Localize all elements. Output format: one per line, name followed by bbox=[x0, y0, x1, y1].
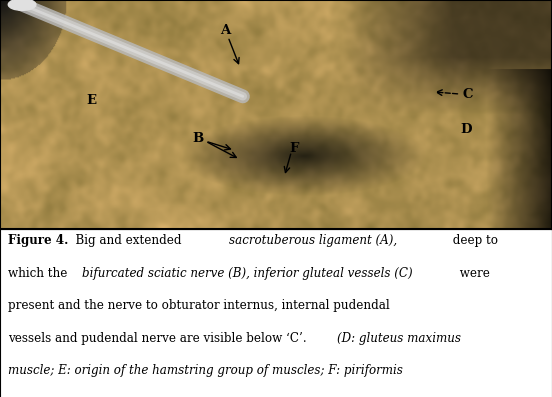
Text: E: E bbox=[86, 94, 96, 108]
Text: were: were bbox=[457, 267, 490, 280]
Text: muscle; E: origin of the hamstring group of muscles; F: piriformis: muscle; E: origin of the hamstring group… bbox=[8, 364, 403, 377]
Text: Big and extended: Big and extended bbox=[68, 235, 185, 247]
Text: C: C bbox=[463, 88, 474, 100]
Text: Figure 4.: Figure 4. bbox=[8, 235, 68, 247]
Text: D: D bbox=[461, 123, 472, 136]
Text: which the: which the bbox=[8, 267, 71, 280]
Text: A: A bbox=[220, 25, 230, 37]
Text: B: B bbox=[192, 132, 203, 145]
Text: vessels and pudendal nerve are visible below ‘C’.: vessels and pudendal nerve are visible b… bbox=[8, 332, 311, 345]
Text: present and the nerve to obturator internus, internal pudendal: present and the nerve to obturator inter… bbox=[8, 299, 390, 312]
Text: F: F bbox=[289, 141, 298, 154]
Circle shape bbox=[8, 0, 36, 10]
Text: deep to: deep to bbox=[449, 235, 498, 247]
Text: bifurcated sciatic nerve (B), inferior gluteal vessels (C): bifurcated sciatic nerve (B), inferior g… bbox=[82, 267, 413, 280]
Text: (D: gluteus maximus: (D: gluteus maximus bbox=[337, 332, 461, 345]
Text: sacrotuberous ligament (A),: sacrotuberous ligament (A), bbox=[229, 235, 397, 247]
